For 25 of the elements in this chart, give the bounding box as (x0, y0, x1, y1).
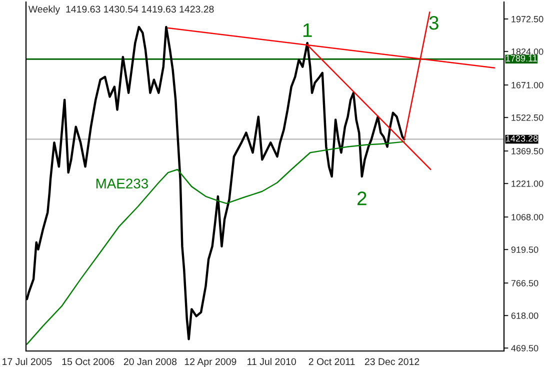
y-tick-label: 1824.00 (512, 48, 544, 55)
x-tick-label: 11 Jul 2010 (248, 358, 296, 366)
annotation: 2 (357, 192, 366, 206)
y-tick-label: 469.50 (511, 345, 538, 352)
y-tick-label: 919.50 (511, 246, 538, 253)
y-tick-label: 618.00 (511, 312, 538, 319)
x-tick-label: 17 Jul 2005 (2, 358, 52, 366)
x-tick-label: 23 Dec 2012 (364, 358, 420, 366)
x-tick-label: 20 Jan 2008 (124, 358, 177, 366)
annotation: 3 (429, 16, 438, 30)
y-tick-label: 1068.00 (512, 214, 544, 220)
series-label: MAE233 (96, 178, 148, 188)
chart-title: Weekly 1419.63 1430.54 1419.63 1423.28 (28, 5, 214, 15)
x-tick-label: 12 Apr 2009 (184, 358, 236, 367)
y-tick-label: 1671.00 (512, 82, 544, 88)
y-tick-label: 1369.50 (512, 148, 544, 154)
ref-line-label: 1423.28 (506, 135, 538, 142)
annotation: 1 (303, 23, 312, 37)
x-tick-label: 2 Oct 2011 (308, 358, 355, 366)
y-tick-label: 1221.00 (512, 180, 544, 187)
y-tick-label: 766.50 (511, 280, 538, 286)
y-tick-label: 1522.50 (512, 114, 544, 121)
y-tick-label: 1972.50 (512, 16, 544, 22)
ref-line-label: 1789.11 (506, 55, 537, 62)
x-tick-label: 15 Oct 2006 (62, 358, 114, 366)
